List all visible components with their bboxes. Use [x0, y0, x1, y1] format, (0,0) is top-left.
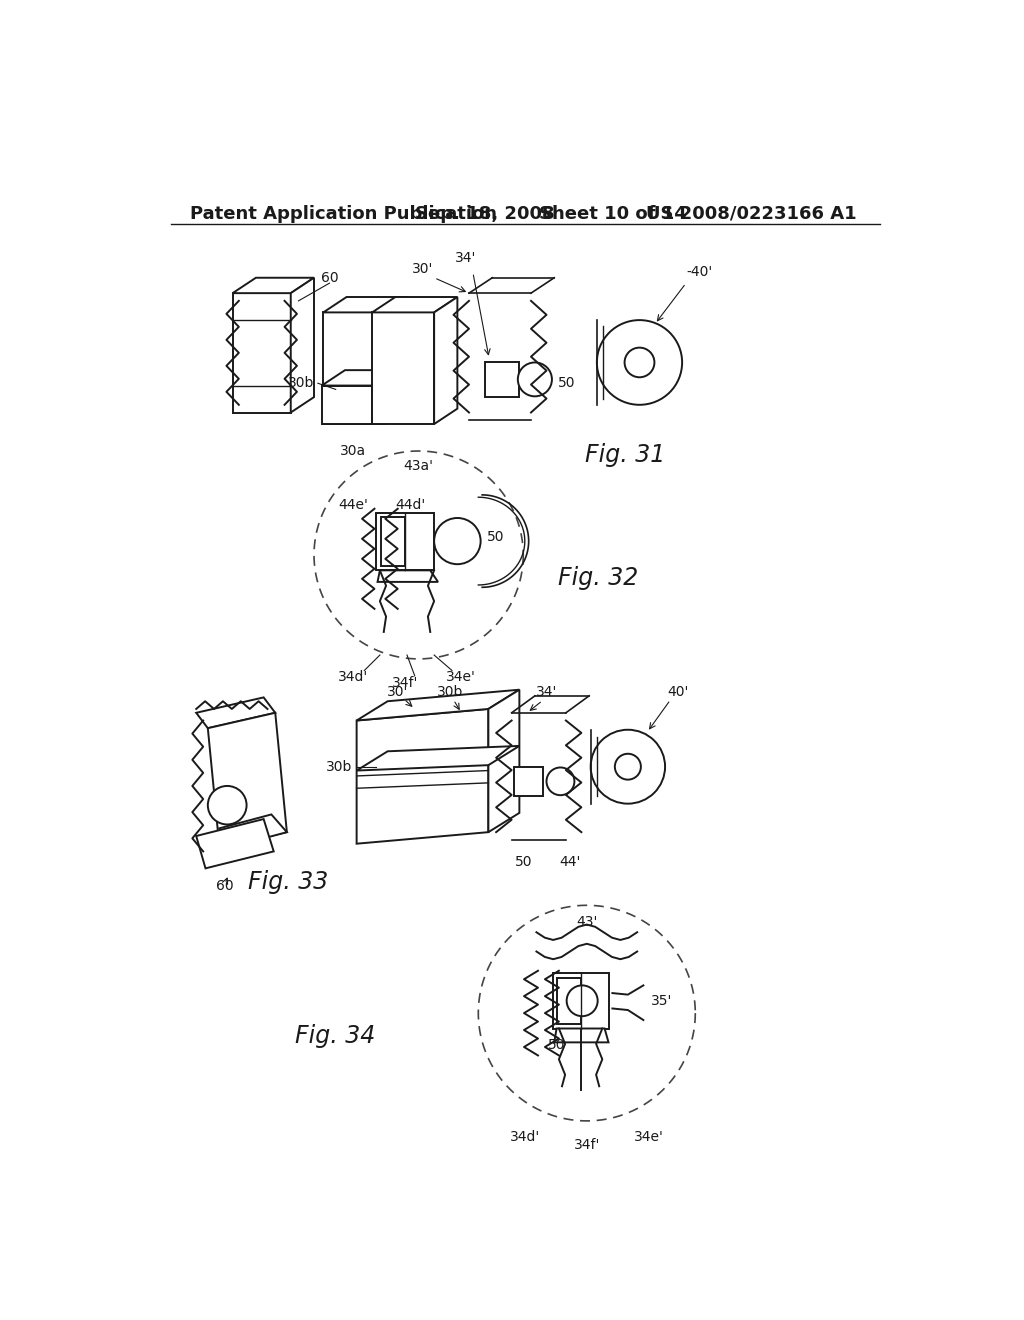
Polygon shape [324, 313, 385, 424]
Circle shape [625, 347, 654, 378]
Text: 30b: 30b [288, 376, 314, 391]
Polygon shape [376, 512, 434, 570]
Text: 34d': 34d' [338, 671, 368, 685]
Polygon shape [553, 973, 608, 1028]
Polygon shape [381, 517, 404, 566]
Circle shape [591, 730, 665, 804]
Text: 44': 44' [559, 855, 581, 870]
Polygon shape [356, 746, 519, 771]
Polygon shape [514, 767, 544, 796]
Text: Fig. 34: Fig. 34 [295, 1024, 375, 1048]
Text: 60: 60 [216, 879, 233, 894]
Polygon shape [197, 697, 275, 729]
Text: Fig. 31: Fig. 31 [586, 442, 666, 467]
Text: Fig. 33: Fig. 33 [248, 870, 329, 894]
Text: 30a: 30a [340, 444, 366, 458]
Polygon shape [372, 297, 458, 313]
Polygon shape [488, 689, 519, 832]
Text: 34': 34' [455, 252, 476, 265]
Text: 30b: 30b [327, 760, 352, 774]
Polygon shape [356, 689, 519, 721]
Text: 44e': 44e' [338, 498, 369, 512]
Text: 40': 40' [668, 685, 689, 700]
Text: 34f': 34f' [573, 1138, 600, 1152]
Text: 34f': 34f' [392, 676, 419, 690]
Polygon shape [434, 297, 458, 424]
Circle shape [208, 785, 247, 825]
Circle shape [566, 985, 598, 1016]
Text: 34': 34' [536, 685, 557, 700]
Polygon shape [557, 978, 581, 1024]
Text: 50: 50 [486, 531, 505, 544]
Polygon shape [356, 709, 488, 843]
Text: 30b: 30b [436, 685, 463, 700]
Text: 34d': 34d' [510, 1130, 540, 1144]
Polygon shape [322, 385, 372, 424]
Text: 43a': 43a' [403, 459, 433, 474]
Polygon shape [378, 570, 438, 582]
Polygon shape [385, 297, 409, 424]
Text: 34e': 34e' [634, 1130, 664, 1144]
Text: 34e': 34e' [446, 671, 476, 685]
Polygon shape [232, 293, 291, 412]
Text: 30': 30' [412, 261, 433, 276]
Text: 50: 50 [514, 855, 532, 870]
Text: Sep. 18, 2008: Sep. 18, 2008 [415, 205, 554, 223]
Text: 44d': 44d' [395, 498, 426, 512]
Circle shape [434, 517, 480, 564]
Circle shape [597, 319, 682, 405]
Polygon shape [322, 370, 395, 385]
Polygon shape [291, 277, 314, 412]
Polygon shape [219, 814, 287, 846]
Circle shape [518, 363, 552, 396]
Polygon shape [484, 363, 519, 397]
Text: 50: 50 [548, 1038, 565, 1052]
Text: -40': -40' [686, 265, 713, 280]
Polygon shape [197, 818, 273, 869]
Text: Patent Application Publication: Patent Application Publication [190, 205, 497, 223]
Polygon shape [232, 277, 314, 293]
Text: US 2008/0223166 A1: US 2008/0223166 A1 [646, 205, 856, 223]
Polygon shape [208, 713, 287, 847]
Text: 43': 43' [577, 915, 597, 929]
Text: 60: 60 [321, 271, 338, 285]
Polygon shape [324, 297, 409, 313]
Text: Sheet 10 of 14: Sheet 10 of 14 [539, 205, 686, 223]
Text: Fig. 32: Fig. 32 [558, 566, 638, 590]
Text: 50: 50 [558, 376, 575, 391]
Circle shape [547, 767, 574, 795]
Circle shape [614, 754, 641, 780]
Polygon shape [372, 313, 434, 424]
Text: 35': 35' [651, 994, 673, 1007]
Polygon shape [554, 1028, 608, 1043]
Text: 30': 30' [387, 685, 409, 700]
